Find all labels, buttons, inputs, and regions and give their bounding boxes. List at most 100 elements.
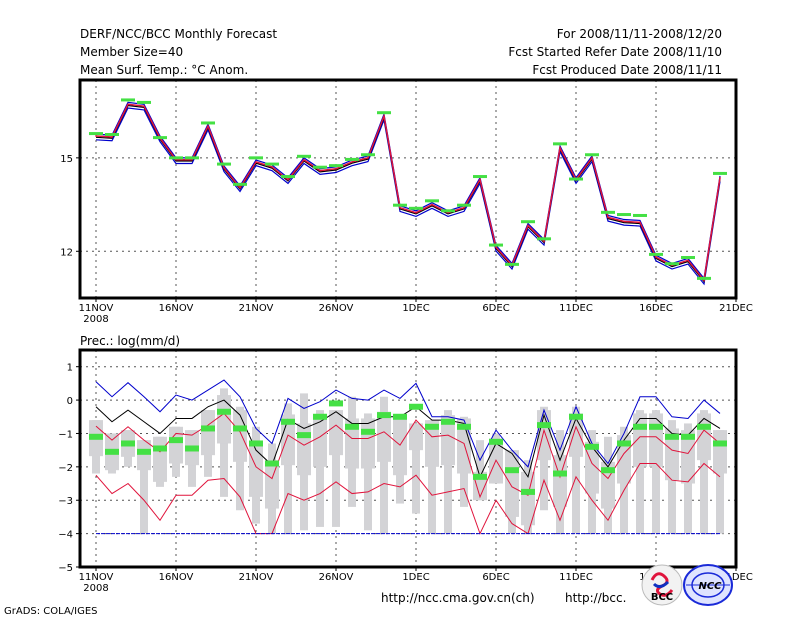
temperature-mean-point bbox=[431, 203, 433, 206]
temperature-observed-marker bbox=[521, 220, 535, 224]
precip-observed-marker bbox=[569, 413, 583, 420]
precip-observed-marker bbox=[553, 470, 567, 477]
temperature-observed-marker bbox=[649, 252, 663, 256]
precip-box bbox=[281, 414, 295, 466]
x-tick-label: 16NOV bbox=[159, 572, 194, 583]
temperature-observed-marker bbox=[713, 171, 727, 175]
precip-plot-frame bbox=[78, 348, 738, 569]
precip-box bbox=[377, 411, 391, 462]
ensemble-upper-line bbox=[95, 101, 721, 280]
precip-observed-marker bbox=[665, 433, 679, 440]
precip-box bbox=[633, 413, 647, 467]
temperature-observed-marker bbox=[105, 133, 119, 136]
member-size: Member Size=40 bbox=[80, 45, 183, 59]
precip-box bbox=[345, 418, 359, 469]
precip-observed-marker bbox=[153, 445, 167, 452]
y-tick-label: −2 bbox=[58, 463, 73, 474]
precip-box bbox=[137, 440, 151, 471]
temperature-observed-marker bbox=[473, 175, 487, 179]
temperature-plot-frame bbox=[78, 78, 738, 300]
precip-upper-tercile-line bbox=[95, 399, 721, 479]
precip-box bbox=[617, 435, 631, 484]
precip-observed-marker bbox=[169, 437, 183, 444]
precip-box bbox=[441, 415, 455, 466]
precip-observed-marker bbox=[713, 440, 727, 447]
temperature-mean-point bbox=[719, 176, 721, 179]
temperature-observed-marker bbox=[297, 154, 311, 158]
precip-box bbox=[169, 426, 183, 464]
precip-box bbox=[393, 416, 407, 476]
precip-observed-marker bbox=[201, 425, 215, 432]
x-tick-label: 26NOV bbox=[319, 572, 354, 583]
x-tick-label: 6DEC bbox=[482, 303, 509, 314]
ensemble-median-line bbox=[95, 104, 721, 283]
temperature-observed-marker bbox=[617, 213, 631, 217]
precip-observed-marker bbox=[185, 445, 199, 452]
bcc-url[interactable]: http://bcc. bbox=[565, 591, 626, 605]
precip-observed-marker bbox=[521, 488, 535, 495]
x-tick-label: 6DEC bbox=[482, 572, 509, 583]
temperature-mean-point bbox=[479, 178, 481, 181]
precip-observed-marker bbox=[217, 408, 231, 415]
temperature-mean-point bbox=[111, 136, 113, 138]
temperature-observed-marker bbox=[409, 206, 423, 210]
precip-ensemble-mean-line bbox=[95, 412, 721, 499]
temperature-observed-marker bbox=[233, 182, 247, 186]
precip-observed-marker bbox=[489, 438, 503, 445]
temperature-mean-point bbox=[559, 147, 561, 149]
precip-observed-marker bbox=[233, 425, 247, 432]
precip-range-bar bbox=[700, 410, 708, 534]
precip-range-bar bbox=[332, 410, 340, 527]
temperature-observed-marker bbox=[313, 165, 327, 169]
precip-box bbox=[521, 471, 535, 526]
temperature-observed-marker bbox=[457, 203, 471, 207]
x-tick-label: 11DEC bbox=[559, 572, 593, 583]
precip-observed-marker bbox=[281, 418, 295, 425]
temperature-observed-marker bbox=[665, 262, 679, 266]
temperature-mean-point bbox=[463, 206, 465, 209]
x-tick-label: 16DEC bbox=[639, 303, 673, 314]
precip-observed-marker bbox=[137, 448, 151, 455]
precip-observed-marker bbox=[409, 403, 423, 410]
temperature-observed-marker bbox=[329, 164, 343, 168]
temperature-observed-marker bbox=[249, 156, 263, 160]
temperature-observed-marker bbox=[585, 153, 599, 157]
ncc-url[interactable]: http://ncc.cma.gov.cn(ch) bbox=[381, 591, 535, 605]
precip-box bbox=[233, 410, 247, 462]
precip-observed-marker bbox=[537, 422, 551, 429]
x-tick-label: 2008 bbox=[83, 314, 108, 325]
temperature-observed-marker bbox=[601, 210, 615, 214]
bcc-logo-text: BCC bbox=[651, 592, 673, 603]
x-tick-label: 21DEC bbox=[719, 303, 753, 314]
precip-observed-marker bbox=[457, 423, 471, 430]
precip-box bbox=[217, 395, 231, 444]
temperature-observed-marker bbox=[217, 162, 231, 166]
precip-range-bar bbox=[412, 423, 420, 514]
temperature-observed-marker bbox=[633, 213, 647, 217]
precip-box bbox=[505, 450, 519, 517]
precip-range-bar bbox=[140, 440, 148, 534]
temperature-mean-point bbox=[255, 161, 257, 163]
precip-box bbox=[681, 430, 695, 484]
precip-maximum-line bbox=[95, 379, 721, 468]
precip-observed-marker bbox=[441, 418, 455, 425]
precip-observed-marker bbox=[249, 440, 263, 447]
produced-date: Fcst Produced Date 2008/11/11 bbox=[532, 63, 722, 77]
temperature-observed-marker bbox=[393, 203, 407, 207]
temperature-mean-point bbox=[127, 103, 129, 106]
precip-box bbox=[329, 410, 343, 456]
temperature-mean-point bbox=[287, 178, 289, 181]
temperature-observed-marker bbox=[441, 209, 455, 213]
temperature-mean-point bbox=[687, 259, 689, 262]
precip-range-bar bbox=[444, 410, 452, 534]
precip-variable-label: Prec.: log(mm/d) bbox=[80, 334, 180, 348]
precip-observed-marker bbox=[121, 440, 135, 447]
precip-box bbox=[425, 420, 439, 467]
temperature-observed-marker bbox=[377, 111, 391, 115]
precip-observed-marker bbox=[313, 413, 327, 420]
temperature-mean-point bbox=[207, 125, 209, 127]
precip-box bbox=[409, 423, 423, 451]
precip-box bbox=[297, 423, 311, 476]
temperature-observed-marker bbox=[281, 175, 295, 179]
x-tick-label: 21NOV bbox=[239, 572, 274, 583]
